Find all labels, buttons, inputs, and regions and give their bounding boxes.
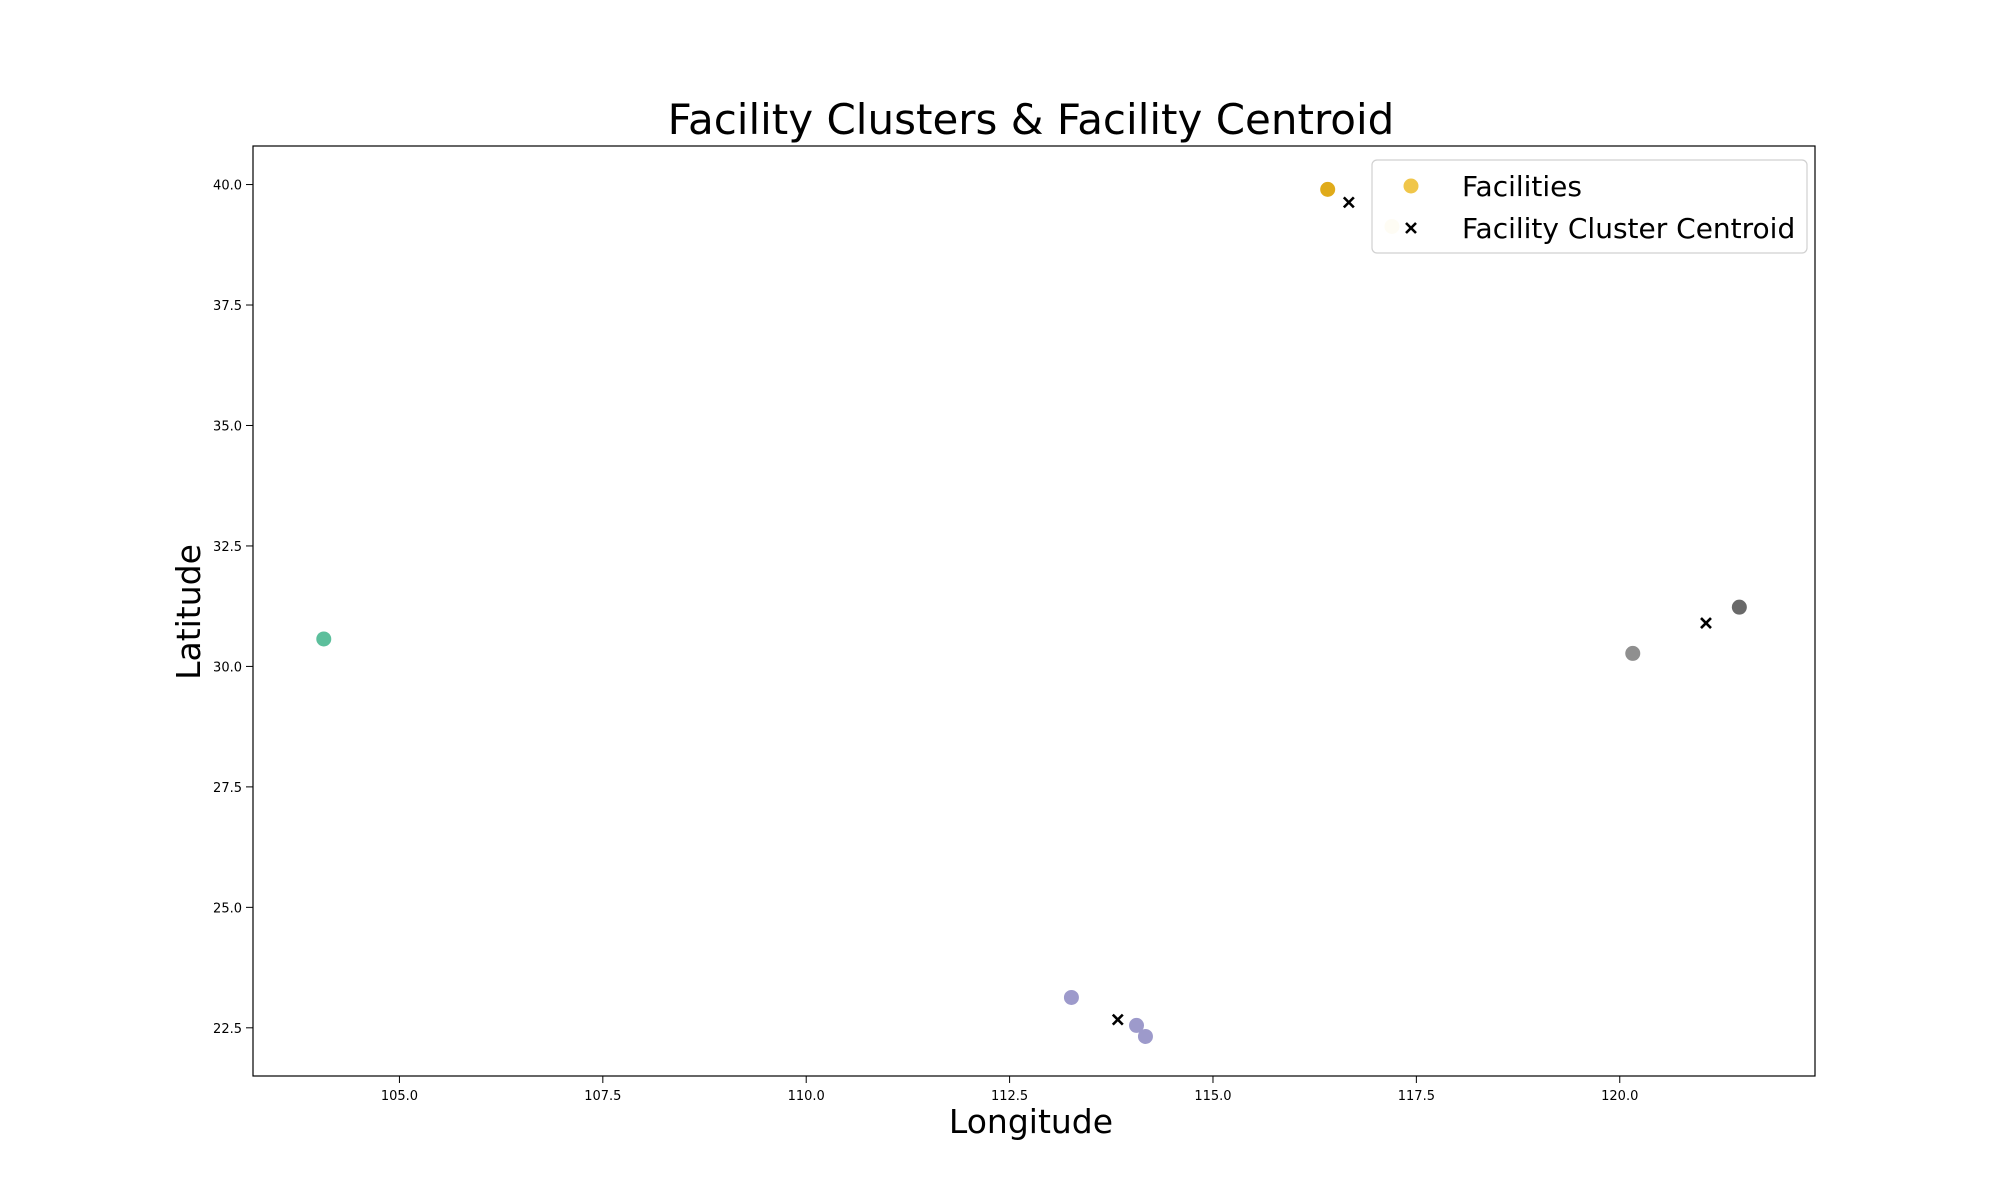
facility-point: [316, 631, 332, 647]
facility-point: [1063, 989, 1079, 1005]
facility-point: [1320, 181, 1336, 197]
x-tick-label: 120.0: [1601, 1089, 1638, 1104]
y-tick-label: 40.0: [213, 179, 242, 194]
x-tick-label: 105.0: [381, 1089, 418, 1104]
data-points: [316, 181, 1747, 1044]
x-axis-label: Longitude: [949, 1102, 1113, 1141]
y-tick-label: 35.0: [213, 419, 242, 434]
chart-title: Facility Clusters & Facility Centroid: [668, 95, 1395, 144]
legend-centroid-marker: [1405, 222, 1417, 234]
legend: Facilities Facility Cluster Centroid: [1371, 159, 1808, 254]
y-tick-label: 30.0: [213, 660, 242, 675]
facility-point: [1625, 645, 1641, 661]
axis-ticks: 105.0 107.5 110.0 112.5 115.0 117.5 120.0 22.5 2…: [213, 179, 1638, 1104]
facility-point: [1137, 1028, 1153, 1044]
legend-facilities-marker: [1403, 178, 1419, 194]
centroid-marker: [1111, 1013, 1124, 1026]
y-tick-label: 25.0: [213, 901, 242, 916]
y-tick-label: 22.5: [213, 1022, 242, 1037]
y-tick-label: 32.5: [213, 540, 242, 555]
plot-area-frame: [252, 145, 1816, 1077]
legend-label: Facility Cluster Centroid: [1462, 212, 1795, 245]
facility-point: [1129, 1017, 1145, 1033]
x-tick-label: 117.5: [1398, 1089, 1435, 1104]
centroid-marker: [1700, 617, 1712, 629]
y-tick-label: 37.5: [213, 299, 242, 314]
facility-point: [1731, 599, 1747, 615]
y-axis-label: Latitude: [169, 544, 208, 680]
x-tick-label: 115.0: [1194, 1089, 1231, 1104]
x-tick-label: 110.0: [788, 1089, 825, 1104]
legend-label: Facilities: [1462, 170, 1582, 203]
x-tick-label: 107.5: [584, 1089, 621, 1104]
x-tick-label: 112.5: [991, 1089, 1028, 1104]
y-tick-label: 27.5: [213, 781, 242, 796]
legend-frame: [1371, 159, 1808, 254]
centroid-marker: [1342, 196, 1355, 209]
